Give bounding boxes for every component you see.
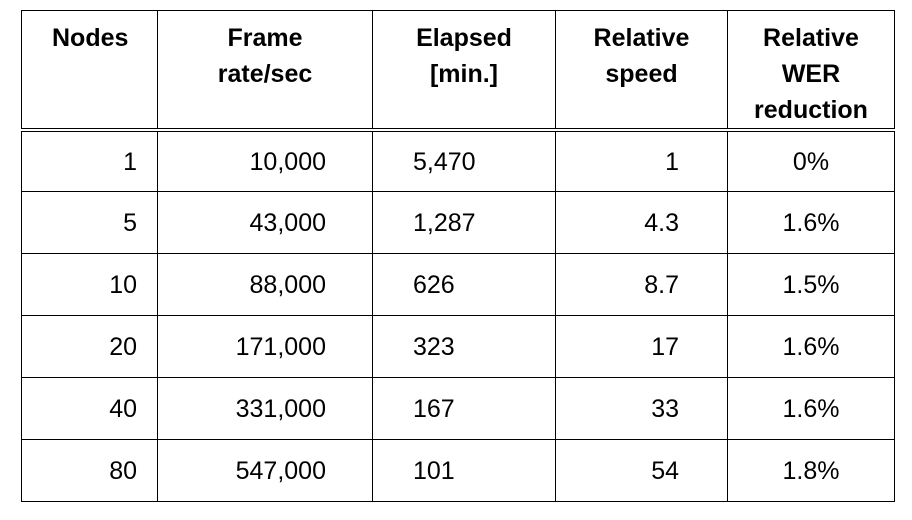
cell-nodes: 40 — [21, 377, 158, 441]
scaling-results-table: Nodes Frame rate/sec Elapsed [min.] Rela… — [21, 10, 895, 502]
cell-wer-reduction: 1.6% — [727, 191, 895, 255]
header-row: Nodes Frame rate/sec Elapsed [min.] Rela… — [21, 10, 895, 132]
header-relative-speed: Relative speed — [555, 10, 728, 132]
header-wer-reduction: Relative WER reduction — [727, 10, 895, 132]
cell-wer-reduction: 1.6% — [727, 315, 895, 379]
cell-frame-rate: 10,000 — [157, 129, 373, 193]
cell-frame-rate: 88,000 — [157, 253, 373, 317]
header-nodes: Nodes — [21, 10, 158, 132]
cell-elapsed: 323 — [372, 315, 556, 379]
cell-relative-speed: 54 — [555, 439, 728, 502]
cell-frame-rate: 331,000 — [157, 377, 373, 441]
cell-nodes: 10 — [21, 253, 158, 317]
table-row: 80 547,000 101 54 1.8% — [21, 439, 895, 502]
header-frame-rate: Frame rate/sec — [157, 10, 373, 132]
table-row: 40 331,000 167 33 1.6% — [21, 377, 895, 441]
cell-nodes: 80 — [21, 439, 158, 502]
cell-elapsed: 167 — [372, 377, 556, 441]
cell-relative-speed: 8.7 — [555, 253, 728, 317]
table-body: 1 10,000 5,470 1 0% 5 43,000 1,287 4.3 1.6% 10 88,0… — [21, 129, 895, 502]
table-header: Nodes Frame rate/sec Elapsed [min.] Rela… — [21, 10, 895, 132]
cell-relative-speed: 4.3 — [555, 191, 728, 255]
cell-frame-rate: 43,000 — [157, 191, 373, 255]
cell-nodes: 5 — [21, 191, 158, 255]
cell-relative-speed: 17 — [555, 315, 728, 379]
header-elapsed: Elapsed [min.] — [372, 10, 556, 132]
cell-elapsed: 626 — [372, 253, 556, 317]
cell-elapsed: 101 — [372, 439, 556, 502]
cell-relative-speed: 1 — [555, 129, 728, 193]
cell-wer-reduction: 1.5% — [727, 253, 895, 317]
table-row: 20 171,000 323 17 1.6% — [21, 315, 895, 379]
cell-elapsed: 5,470 — [372, 129, 556, 193]
cell-nodes: 1 — [21, 129, 158, 193]
table-row: 5 43,000 1,287 4.3 1.6% — [21, 191, 895, 255]
cell-frame-rate: 547,000 — [157, 439, 373, 502]
table-row: 10 88,000 626 8.7 1.5% — [21, 253, 895, 317]
table-row: 1 10,000 5,470 1 0% — [21, 129, 895, 193]
cell-elapsed: 1,287 — [372, 191, 556, 255]
cell-frame-rate: 171,000 — [157, 315, 373, 379]
cell-wer-reduction: 0% — [727, 129, 895, 193]
cell-nodes: 20 — [21, 315, 158, 379]
cell-relative-speed: 33 — [555, 377, 728, 441]
cell-wer-reduction: 1.8% — [727, 439, 895, 502]
cell-wer-reduction: 1.6% — [727, 377, 895, 441]
